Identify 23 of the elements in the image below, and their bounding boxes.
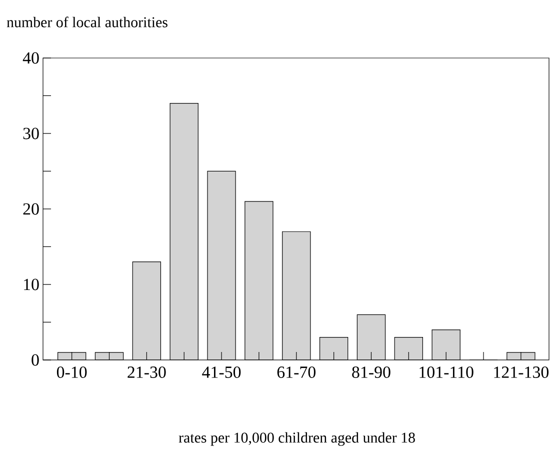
bar: [357, 314, 386, 360]
x-axis-title: rates per 10,000 children aged under 18: [178, 432, 415, 446]
bar: [170, 103, 198, 360]
y-tick-label: 20: [23, 203, 39, 215]
bar: [320, 337, 348, 360]
y-tick-label: 30: [23, 128, 39, 140]
bar: [132, 262, 161, 360]
x-tick-label: 101-110: [420, 366, 474, 378]
x-tick-label: 21-30: [128, 366, 166, 378]
y-axis-title: number of local authorities: [6, 16, 168, 28]
x-tick-label: 41-50: [202, 366, 241, 378]
x-tick-label: 61-70: [277, 366, 316, 378]
x-tick-label: 121-130: [494, 366, 549, 378]
bar: [432, 330, 460, 360]
bar: [207, 171, 236, 360]
x-tick-label: 0-10: [56, 366, 87, 378]
y-tick-label: 10: [24, 278, 39, 290]
y-tick-label: 0: [32, 354, 39, 366]
bar: [244, 201, 273, 360]
bar: [394, 337, 423, 360]
bar: [282, 232, 310, 360]
x-tick-label: 81-90: [352, 366, 390, 378]
y-tick-label: 40: [22, 52, 39, 64]
